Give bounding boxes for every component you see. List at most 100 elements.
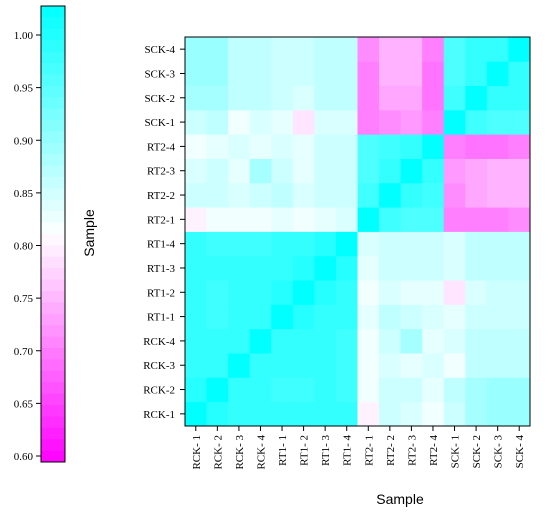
heatmap-cell	[206, 353, 229, 378]
heatmap-cell	[379, 158, 402, 184]
heatmap-cell	[228, 37, 251, 62]
heatmap-cell	[271, 85, 294, 111]
heatmap-cell	[508, 280, 531, 305]
heatmap-cell	[379, 109, 402, 135]
heatmap-cell	[422, 353, 445, 378]
y-tick-label: RT1-2	[147, 287, 175, 299]
heatmap-cell	[249, 158, 272, 184]
heatmap-cell	[508, 304, 531, 330]
heatmap-cell	[271, 134, 294, 159]
heatmap-cell	[422, 328, 445, 354]
heatmap-cell	[228, 377, 251, 403]
heatmap-cell	[400, 134, 423, 159]
heatmap-cell	[400, 328, 423, 354]
heatmap-cell	[357, 85, 380, 111]
heatmap-cell	[357, 109, 380, 135]
heatmap-cell	[249, 134, 272, 159]
heatmap-cell	[465, 61, 488, 87]
y-tick-label: SCK-3	[144, 68, 175, 80]
heatmap-cell	[400, 231, 423, 257]
heatmap-cell	[443, 109, 466, 135]
heatmap-cell	[465, 134, 488, 159]
heatmap-cell	[314, 304, 337, 330]
heatmap-cell	[249, 401, 272, 427]
heatmap-cell	[422, 280, 445, 305]
heatmap-cell	[314, 377, 337, 403]
heatmap-cell	[335, 353, 358, 378]
heatmap-cell	[206, 401, 229, 427]
heatmap-cell	[465, 255, 488, 281]
heatmap-cells	[185, 37, 531, 427]
heatmap-cell	[228, 353, 251, 378]
x-tick-label: RT2- 1	[363, 435, 375, 466]
heatmap-cell	[185, 353, 207, 378]
heatmap-cell	[335, 328, 358, 354]
heatmap-cell	[357, 158, 380, 184]
x-tick-label: RT1- 2	[299, 435, 311, 466]
heatmap-cell	[249, 328, 272, 354]
heatmap-cell	[486, 61, 509, 87]
heatmap-cell	[206, 255, 229, 281]
heatmap-cell	[228, 61, 251, 87]
colorbar-step	[41, 40, 65, 52]
heatmap-cell	[486, 328, 509, 354]
heatmap-cell	[185, 37, 207, 62]
heatmap-cell	[249, 37, 272, 62]
colorbar-step	[41, 51, 65, 64]
colorbar-step	[41, 291, 65, 303]
heatmap-cell	[335, 231, 358, 257]
colorbar-step	[41, 302, 65, 315]
heatmap-cell	[486, 255, 509, 281]
y-tick-label: RCK-3	[143, 360, 175, 372]
heatmap-cell	[508, 85, 531, 111]
colorbar-tick-label: 0.60	[14, 451, 34, 463]
x-tick-label: RT2- 3	[406, 435, 418, 466]
colorbar-step	[41, 439, 65, 451]
colorbar-step	[41, 28, 65, 41]
y-tick-label: SCK-4	[144, 44, 175, 56]
heatmap-cell	[185, 328, 207, 354]
heatmap-cell	[400, 109, 423, 135]
y-tick-label: RCK-4	[143, 336, 175, 348]
heatmap-cell	[508, 134, 531, 159]
heatmap-cell	[271, 377, 294, 403]
colorbar-step	[41, 279, 65, 292]
heatmap-cell	[228, 85, 251, 111]
heatmap-cell	[422, 255, 445, 281]
heatmap-cell	[185, 182, 207, 208]
heatmap-cell	[400, 37, 423, 62]
heatmap-cell	[422, 207, 445, 232]
x-tick-label: RCK- 2	[212, 435, 224, 470]
heatmap-cell	[271, 61, 294, 87]
heatmap-cell	[486, 231, 509, 257]
heatmap-cell	[206, 280, 229, 305]
heatmap-cell	[379, 85, 402, 111]
heatmap-cell	[185, 377, 207, 403]
heatmap-cell	[335, 37, 358, 62]
heatmap-cell	[443, 158, 466, 184]
heatmap-cell	[422, 134, 445, 159]
x-tick-label: SCK- 3	[493, 435, 505, 469]
colorbar-step	[41, 416, 65, 429]
heatmap-cell	[206, 134, 229, 159]
heatmap-cell	[314, 353, 337, 378]
x-tick-label: RT1- 3	[320, 435, 332, 466]
y-tick-label: RT2-4	[147, 141, 176, 153]
heatmap-cell	[486, 37, 509, 62]
y-tick-label: RT2-3	[147, 166, 176, 178]
heatmap-cell	[271, 158, 294, 184]
heatmap-cell	[314, 134, 337, 159]
colorbar-step	[41, 108, 65, 121]
colorbar-step	[41, 450, 65, 463]
heatmap-cell	[185, 134, 207, 159]
heatmap-cell	[314, 158, 337, 184]
heatmap-cell	[335, 401, 358, 427]
colorbar-step	[41, 348, 65, 360]
heatmap-cell	[400, 401, 423, 427]
heatmap-cell	[271, 328, 294, 354]
heatmap-cell	[271, 304, 294, 330]
heatmap-cell	[465, 207, 488, 232]
colorbar-step	[41, 74, 65, 87]
y-tick-label: SCK-2	[144, 93, 175, 105]
heatmap-cell	[292, 158, 315, 184]
